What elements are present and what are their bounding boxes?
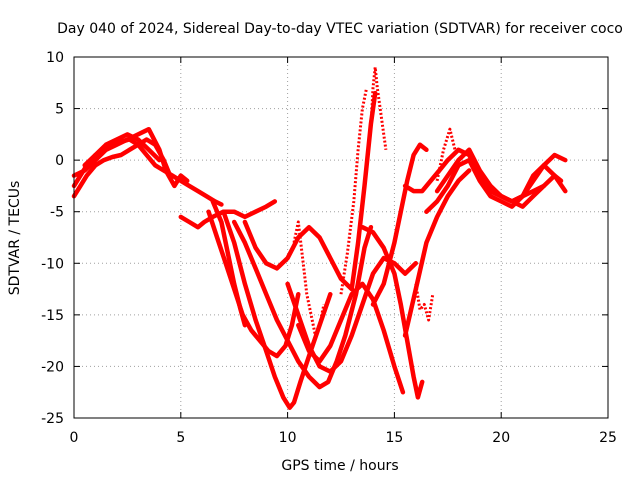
- y-tick-label: -15: [41, 308, 64, 324]
- series-arc-8: [221, 209, 333, 410]
- y-tick-label: 10: [46, 50, 64, 66]
- x-tick-label: 5: [176, 430, 185, 446]
- grid: [74, 57, 608, 418]
- series-spike-4: [414, 283, 435, 322]
- series-arc-10: [242, 90, 378, 292]
- y-tick-label: 0: [55, 153, 64, 169]
- y-tick-label: -5: [50, 205, 64, 221]
- y-tick-label: 5: [55, 102, 64, 118]
- x-axis-label: GPS time / hours: [281, 458, 398, 474]
- data-series: [71, 65, 568, 410]
- series-arc-14: [370, 142, 429, 307]
- series-arc-12: [296, 281, 406, 395]
- series-arc-16: [402, 147, 568, 204]
- x-tick-label: 0: [70, 430, 79, 446]
- series-arc-4: [82, 132, 162, 168]
- x-tick-label: 20: [492, 430, 510, 446]
- y-tick-label: -25: [41, 411, 64, 427]
- x-tick-label: 15: [385, 430, 403, 446]
- axes: 0 5 10 15 20 25 -25 -20 -15 -10 -5 0 5 10: [41, 50, 617, 446]
- series-arc-3: [71, 126, 190, 189]
- series-arc-17: [424, 157, 568, 214]
- series-arc-13: [360, 224, 425, 400]
- y-tick-label: -20: [41, 359, 64, 375]
- series-arc-18: [434, 147, 547, 209]
- chart-title: Day 040 of 2024, Sidereal Day-to-day VTE…: [57, 21, 623, 37]
- y-axis-label: SDTVAR / TECUs: [7, 181, 23, 296]
- series-spike-1: [292, 220, 326, 337]
- series-arc-19: [488, 173, 564, 204]
- x-tick-label: 25: [599, 430, 617, 446]
- series-arc-9: [231, 219, 374, 390]
- plot-frame: [73, 56, 609, 419]
- series-arc-15: [402, 168, 472, 338]
- y-tick-label: -10: [41, 256, 64, 272]
- x-tick-label: 10: [279, 430, 297, 446]
- series-spike-3: [369, 65, 388, 151]
